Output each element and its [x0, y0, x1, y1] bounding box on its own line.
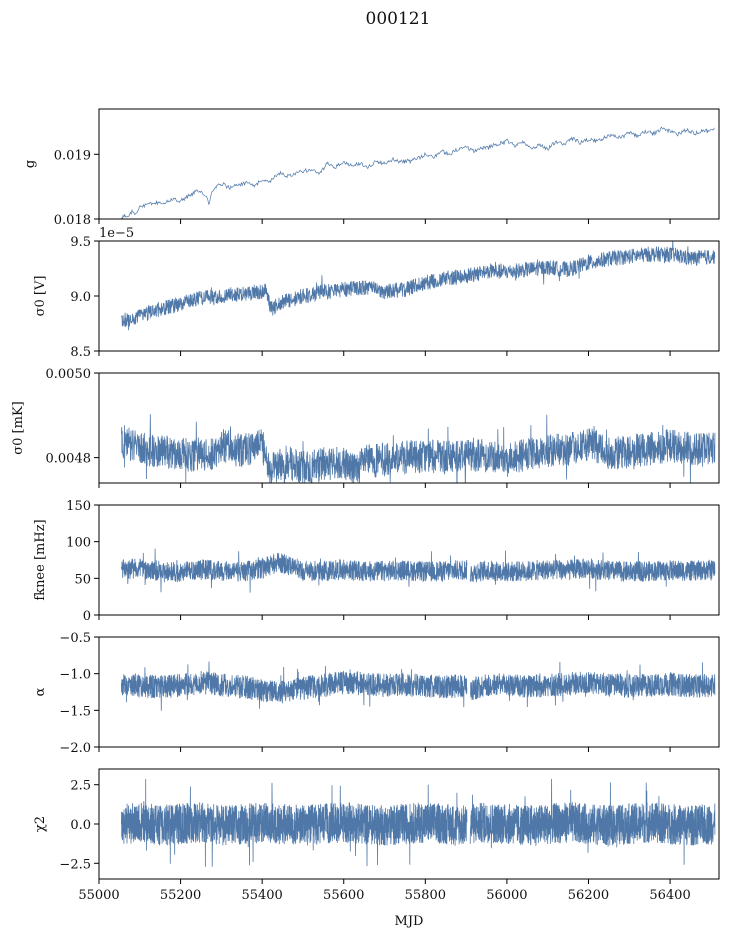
- ytick-label-panel-2: 9.0: [70, 290, 91, 305]
- ytick-label-panel-6: 2.5: [70, 779, 91, 794]
- figure-title: 000121: [366, 9, 431, 29]
- ylabel-panel-5: α: [33, 687, 48, 696]
- ytick-label-panel-2: 8.5: [70, 345, 91, 360]
- ytick-label-panel-4: 0: [83, 609, 91, 624]
- ylabel-panel-6: χ2: [33, 816, 48, 832]
- axes-frame-panel-1: [98, 108, 720, 220]
- panel-6: −2.5 0.0 2.5 55000 55200 55400 55600 55800 56000…: [33, 768, 720, 903]
- panel-5: −2.0 −1.5 −1.0 −0.5 α: [33, 631, 720, 756]
- panel-1: 0.018 0.019 g: [23, 108, 720, 228]
- x-axis-label: MJD: [395, 914, 424, 929]
- ylabel-panel-2: σ0 [V]: [33, 276, 48, 317]
- ytick-label-panel-4: 150: [66, 499, 91, 514]
- panel-2: 8.5 9.0 9.5 σ0 [V] 1e−5: [33, 226, 720, 360]
- xtick-label: 55600: [323, 888, 364, 903]
- ytick-label-panel-5: −0.5: [59, 631, 91, 646]
- ytick-label-panel-3: 0.0050: [46, 367, 92, 382]
- axes-frame-panel-3: [98, 372, 720, 484]
- xtick-label: 56200: [568, 888, 609, 903]
- ytick-label-panel-5: −1.5: [59, 704, 91, 719]
- series-line-panel-2: [121, 241, 716, 331]
- ytick-label-panel-5: −2.0: [59, 741, 91, 756]
- ytick-label-panel-5: −1.0: [59, 668, 91, 683]
- ytick-label-panel-1: 0.019: [54, 148, 91, 163]
- series-line-panel-5: [121, 661, 716, 711]
- ylabel-panel-1: g: [23, 160, 38, 168]
- ytick-label-panel-4: 100: [66, 536, 91, 551]
- xtick-label: 55000: [78, 888, 119, 903]
- ytick-label-panel-1: 0.018: [54, 213, 91, 228]
- panel-4: 0 50 100 150 fknee [mHz]: [33, 499, 720, 624]
- ylabel-panel-3: σ0 [mK]: [11, 401, 26, 454]
- axes-frame-panel-4: [98, 504, 720, 616]
- axes-frame-panel-5: [98, 636, 720, 748]
- ytick-label-panel-3: 0.0048: [46, 452, 92, 467]
- xtick-label: 55200: [160, 888, 201, 903]
- panel-3: 0.0048 0.0050 σ0 [mK]: [11, 367, 720, 488]
- series-line-panel-4: [121, 548, 716, 593]
- ytick-label-panel-2: 9.5: [70, 235, 91, 250]
- xtick-label: 56400: [649, 888, 690, 903]
- ytick-label-panel-6: −2.5: [59, 857, 91, 872]
- ylabel-panel-4: fknee [mHz]: [33, 519, 48, 600]
- xtick-label: 56000: [486, 888, 527, 903]
- series-line-panel-3: [121, 414, 716, 483]
- ytick-label-panel-6: 0.0: [70, 818, 91, 833]
- ytick-label-panel-4: 50: [74, 572, 91, 587]
- series-line-panel-6: [121, 778, 716, 867]
- offset-text-panel-2: 1e−5: [99, 226, 134, 241]
- xtick-label: 55400: [241, 888, 282, 903]
- xtick-label: 55800: [405, 888, 446, 903]
- series-line-panel-1: [121, 126, 715, 219]
